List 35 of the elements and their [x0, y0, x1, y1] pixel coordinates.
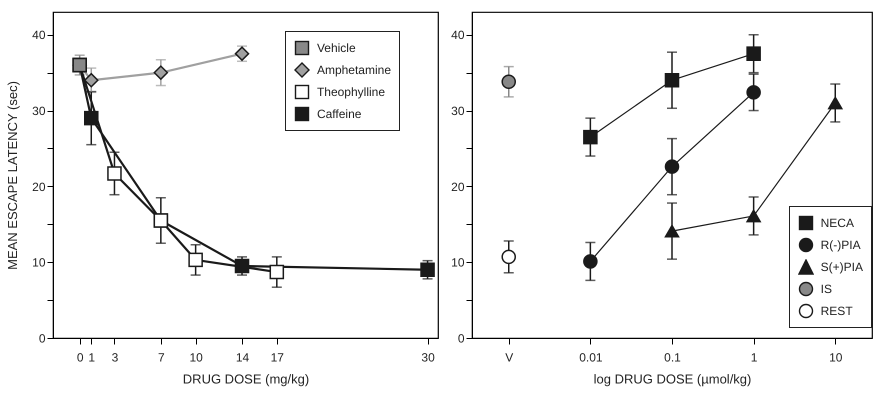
legend-label: NECA — [820, 216, 854, 230]
y-tick-label: 10 — [451, 256, 465, 270]
legend-label: R(-)PIA — [820, 238, 861, 252]
y-tick-label: 0 — [38, 332, 46, 346]
y-tick-label: 40 — [451, 28, 465, 42]
x-tick-label: V — [505, 350, 514, 364]
x-tick-label: 0.01 — [579, 350, 603, 364]
y-tick-label: 40 — [32, 28, 46, 42]
x-tick-label: 3 — [112, 350, 119, 364]
y-tick-label: 20 — [451, 180, 465, 194]
x-axis-title: DRUG DOSE (mg/kg) — [182, 372, 310, 386]
x-tick-label: 10 — [189, 350, 204, 364]
x-tick-label: 0 — [76, 350, 84, 364]
legend-label: Vehicle — [316, 41, 356, 55]
legend-label: Theophylline — [316, 85, 385, 99]
y-axis-title: MEAN ESCAPE LATENCY (sec) — [5, 81, 20, 270]
legend-label: REST — [820, 304, 853, 318]
x-tick-label: 0.1 — [664, 350, 682, 364]
x-tick-label: 14 — [236, 350, 250, 364]
legend-label: S(+)PIA — [820, 260, 863, 274]
x-tick-label: 17 — [270, 350, 284, 364]
legend-label: Amphetamine — [316, 63, 391, 77]
x-tick-label: 1 — [88, 350, 96, 364]
legend-label: Caffeine — [316, 107, 362, 121]
y-tick-label: 10 — [32, 256, 46, 270]
y-tick-label: 0 — [458, 332, 465, 346]
x-tick-label: 10 — [829, 350, 843, 364]
x-tick-label: 7 — [158, 350, 166, 364]
y-tick-label: 30 — [451, 104, 465, 118]
y-tick-label: 20 — [32, 180, 46, 194]
legend-label: IS — [820, 282, 832, 296]
x-tick-label: 1 — [750, 350, 758, 364]
x-axis-title: log DRUG DOSE (µmol/kg) — [594, 372, 752, 386]
y-tick-label: 30 — [32, 104, 46, 118]
x-tick-label: 30 — [421, 350, 436, 364]
